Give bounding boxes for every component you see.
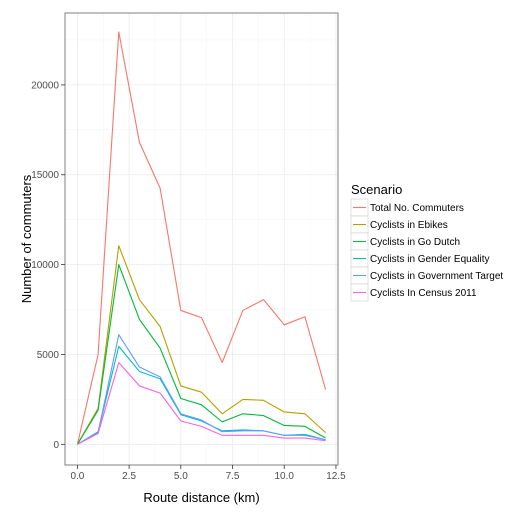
x-axis-title: Route distance (km) xyxy=(143,490,259,505)
x-tick-label: 10.0 xyxy=(274,471,294,482)
series-layer xyxy=(76,31,327,445)
x-tick-label: 5.0 xyxy=(174,471,188,482)
legend-label: Cyclists in Go Dutch xyxy=(370,237,460,248)
x-tick-label: 7.5 xyxy=(226,471,240,482)
x-tick-label: 0.0 xyxy=(70,471,84,482)
x-tick-label: 2.5 xyxy=(122,471,136,482)
y-tick-label: 10000 xyxy=(31,260,59,271)
y-tick-label: 15000 xyxy=(31,170,59,181)
y-tick-label: 5000 xyxy=(37,350,60,361)
legend: Scenario Total No. Commuters Cyclists in … xyxy=(350,182,503,302)
plot-panel-border xyxy=(64,12,339,466)
legend-label: Cyclists In Census 2011 xyxy=(370,288,477,299)
series-line-2 xyxy=(76,245,326,445)
series-line-1 xyxy=(76,31,327,445)
series-line-5 xyxy=(77,334,326,445)
grid-layer xyxy=(65,13,338,465)
legend-items: Total No. Commuters Cyclists in Ebikes Cyc… xyxy=(350,198,503,302)
legend-title: Scenario xyxy=(351,182,402,197)
axis-layer: 0.0 2.5 5.0 7.5 10.0 12.5 0 5000 10000 15000 20000 xyxy=(31,80,346,482)
y-tick-label: 0 xyxy=(53,440,59,451)
legend-label: Cyclists in Ebikes xyxy=(370,220,448,231)
legend-label: Total No. Commuters xyxy=(370,203,464,214)
legend-label: Cyclists in Gender Equality xyxy=(370,254,490,265)
x-tick-label: 12.5 xyxy=(326,471,346,482)
series-line-3 xyxy=(76,264,326,445)
y-tick-label: 20000 xyxy=(31,80,59,91)
y-axis-title: Number of commuters xyxy=(19,174,34,303)
legend-label: Cyclists in Government Target xyxy=(370,271,503,282)
series-line-6 xyxy=(77,362,326,445)
